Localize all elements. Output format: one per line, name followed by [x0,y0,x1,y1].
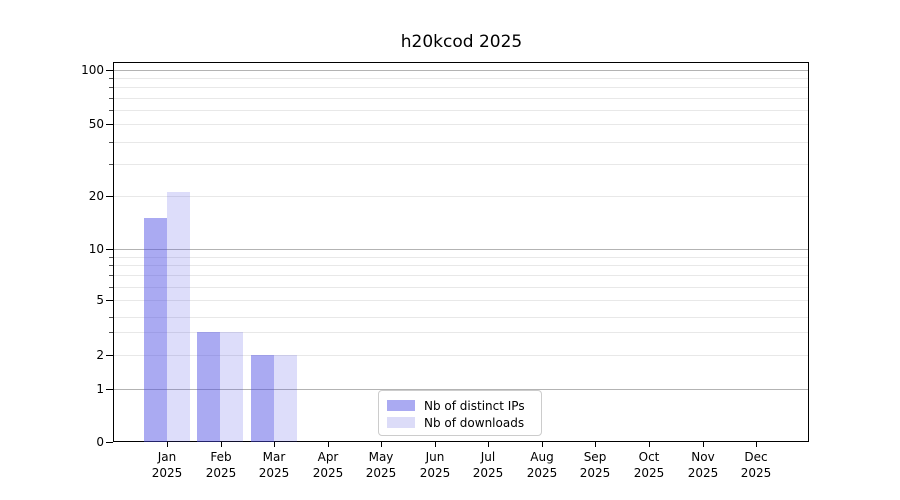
x-tick-year: 2025 [258,466,290,480]
y-minor-tick [109,87,113,88]
gridline-minor [114,265,809,266]
y-minor-tick [109,164,113,165]
x-tick-year: 2025 [472,466,504,480]
y-minor-tick [109,275,113,276]
legend-swatch-downloads [387,417,415,428]
x-tick-year: 2025 [579,466,611,480]
y-tick [106,300,113,301]
y-minor-tick [109,332,113,333]
x-tick [542,442,543,447]
legend-item-distinct-ips: Nb of distinct IPs [387,397,533,414]
y-minor-tick [109,110,113,111]
y-tick-label: 50 [88,117,104,131]
y-tick [106,124,113,125]
x-tick-label: Nov 2025 [673,449,733,481]
bar-distinct-ips [197,332,220,442]
y-tick [106,389,113,390]
bar-downloads [274,355,297,442]
x-tick-label: Jul 2025 [458,449,518,481]
x-tick-year: 2025 [151,466,183,480]
gridline-minor [114,317,809,318]
y-tick [106,442,113,443]
bar-distinct-ips [144,218,167,442]
y-minor-tick [109,317,113,318]
gridline-major [114,249,809,250]
legend-label-downloads: Nb of downloads [424,415,525,430]
y-minor-tick [109,98,113,99]
y-minor-tick [109,142,113,143]
x-tick [756,442,757,447]
gridline-minor [114,87,809,88]
chart-title: h20kcod 2025 [400,32,523,52]
gridline-major [114,389,809,390]
y-tick-label: 1 [96,382,104,396]
y-tick [106,196,113,197]
y-tick-label: 100 [81,63,104,77]
x-tick [221,442,222,447]
y-tick [106,70,113,71]
x-tick-label: Apr 2025 [298,449,358,481]
gridline-minor [114,142,809,143]
gridline-minor [114,98,809,99]
gridline-minor [114,164,809,165]
legend-swatch-distinct-ips [387,400,415,411]
x-tick-label: Jan 2025 [137,449,197,481]
y-tick-label: 0 [96,435,104,449]
y-tick-label: 2 [96,348,104,362]
y-minor-tick [109,78,113,79]
gridline-minor [114,110,809,111]
y-tick-label: 5 [96,293,104,307]
y-tick-label: 20 [88,189,104,203]
x-tick [649,442,650,447]
gridline-major [114,70,809,71]
gridline-minor [114,355,809,356]
legend: Nb of distinct IPs Nb of downloads [378,390,542,436]
x-tick [435,442,436,447]
gridline-minor [114,332,809,333]
x-tick-year: 2025 [687,466,719,480]
legend-label-distinct-ips: Nb of distinct IPs [424,398,525,413]
x-tick-year: 2025 [526,466,558,480]
bar-downloads [220,332,243,442]
x-tick-year: 2025 [419,466,451,480]
x-tick-label: Sep 2025 [565,449,625,481]
x-tick-label: Jun 2025 [405,449,465,481]
x-tick-label: Aug 2025 [512,449,572,481]
bar-downloads [167,192,190,442]
x-tick [328,442,329,447]
x-tick-label: May 2025 [351,449,411,481]
x-tick-label: Feb 2025 [191,449,251,481]
y-minor-tick [109,265,113,266]
gridline-minor [114,78,809,79]
y-minor-tick [109,257,113,258]
x-tick-year: 2025 [205,466,237,480]
bar-distinct-ips [251,355,274,442]
y-minor-tick [109,287,113,288]
gridline-minor [114,196,809,197]
x-tick-label: Oct 2025 [619,449,679,481]
x-tick-year: 2025 [312,466,344,480]
x-tick-label: Dec 2025 [726,449,786,481]
x-tick [381,442,382,447]
x-tick [167,442,168,447]
gridline-minor [114,257,809,258]
x-tick [274,442,275,447]
gridline-minor [114,124,809,125]
x-tick-year: 2025 [633,466,665,480]
gridline-minor [114,287,809,288]
legend-item-downloads: Nb of downloads [387,414,533,431]
y-tick [106,249,113,250]
x-tick [488,442,489,447]
plot-area [113,62,809,442]
x-tick-year: 2025 [365,466,397,480]
y-tick-label: 10 [88,242,104,256]
x-tick-label: Mar 2025 [244,449,304,481]
x-tick-year: 2025 [740,466,772,480]
x-tick [595,442,596,447]
y-tick [106,355,113,356]
x-tick [703,442,704,447]
gridline-minor [114,300,809,301]
gridline-minor [114,275,809,276]
